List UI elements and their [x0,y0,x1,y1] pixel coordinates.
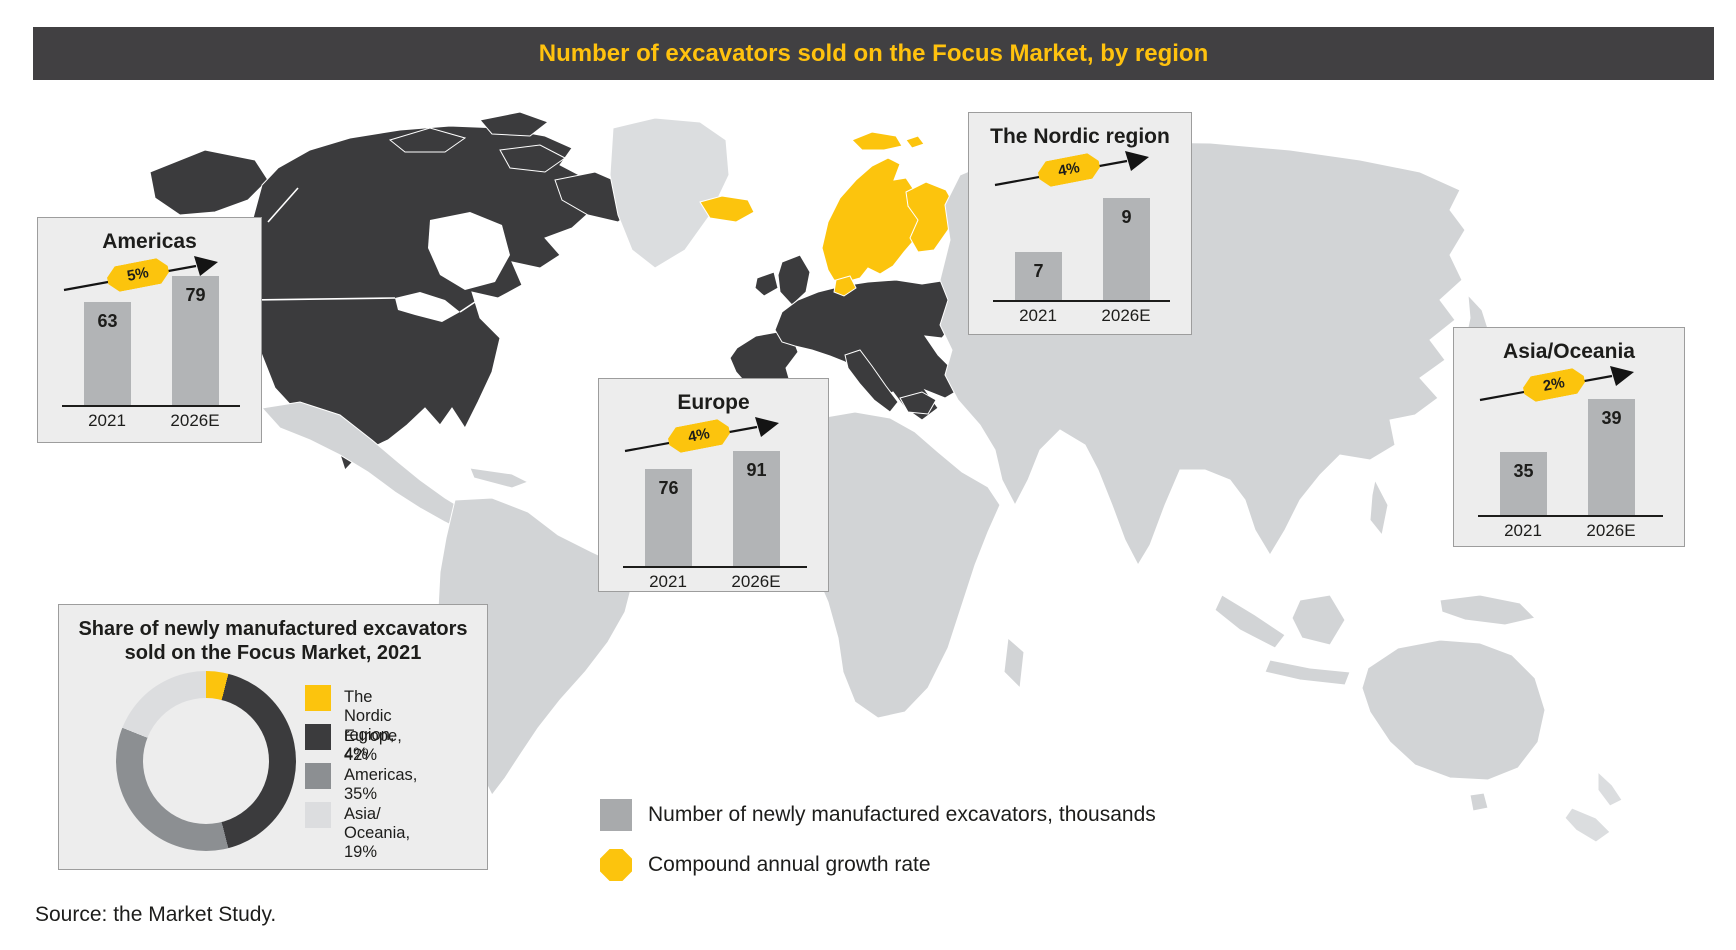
map-north-america [149,149,269,216]
bar-plot: 7 9 [969,113,1191,302]
axis-label-2026e: 2026E [170,411,220,430]
map-legend-label: Number of newly manufactured excavators,… [648,803,1156,826]
donut-title: Share of newly manufactured excavators s… [78,618,468,664]
bar-2021: 7 [1015,252,1062,302]
axis-label-2026e: 2026E [731,572,781,591]
map-new-zealand [1564,807,1611,843]
map-philippines [1369,478,1389,537]
bar-plot: 76 91 [599,379,828,568]
legend-item-americas: Americas, 35% [305,763,417,804]
axis-line [1478,515,1663,517]
map-greenland [609,117,730,269]
map-arctic-islands [499,144,566,173]
americas-swatch [305,763,331,789]
axis-label-2026e: 2026E [1586,521,1636,540]
map-new-guinea [1439,594,1536,626]
legend-label: Asia/ Oceania, 19% [344,805,411,862]
map-svalbard [905,135,925,149]
europe-chart-card: Europe 4% 76 91 2021 2026E [598,378,829,592]
bar-2026e: 39 [1588,399,1635,517]
bar-value: 35 [1513,461,1534,481]
map-tasmania [1469,792,1489,812]
legend-label: Europe, 42% [344,727,402,765]
bar-value: 9 [1121,207,1132,227]
axis-label-2026e: 2026E [1101,306,1151,325]
bar-2021: 63 [84,302,131,407]
bar-value: 39 [1601,408,1622,428]
axis-label-2021: 2021 [1019,306,1057,325]
bar-value: 76 [658,478,679,498]
yellow-octagon-icon [600,849,632,881]
source-note: Source: the Market Study. [35,903,277,926]
map-indonesia [1291,594,1346,646]
europe-swatch [305,724,331,750]
bar-2026e: 91 [733,451,780,568]
axis-label-2021: 2021 [649,572,687,591]
map-ireland [754,271,779,297]
bar-plot: 63 79 [38,218,261,407]
map-europe [899,391,937,415]
bar-value: 91 [746,460,767,480]
bar-plot: 35 39 [1454,328,1684,517]
map-indonesia [1214,594,1286,649]
map-legend-label: Compound annual growth rate [648,853,931,876]
bar-2026e: 79 [172,276,219,407]
donut-chart [116,671,296,851]
asia-oceania-swatch [305,802,331,828]
legend-item-asia-oceania: Asia/ Oceania, 19% [305,802,410,862]
bar-2026e: 9 [1103,198,1150,302]
axis-line [62,405,240,407]
bar-2021: 35 [1500,452,1547,517]
gray-square-icon [600,799,632,831]
map-svalbard [851,131,903,151]
chart-title: Europe [677,391,750,414]
map-uk [777,254,811,306]
map-europe [844,349,899,413]
axis-line [623,566,807,568]
map-new-zealand [1597,770,1623,807]
legend-label: The Nordic region, 4% [344,688,395,764]
asia-oceania-chart-card: Asia/Oceania 2% 35 39 2021 2026E [1453,327,1685,547]
americas-chart-card: Americas 5% 63 79 2021 2026E [37,217,262,443]
map-legend-item-cagr: Compound annual growth rate [600,849,931,881]
axis-label-2021: 2021 [88,411,126,430]
page-title: Number of excavators sold on the Focus M… [33,27,1714,80]
map-europe [729,331,799,393]
map-nordic [905,181,957,253]
bar-value: 63 [97,311,118,331]
nordic-swatch [305,685,331,711]
bar-value: 7 [1033,261,1044,281]
legend-item-nordic: The Nordic region, 4% [305,685,394,765]
map-arctic-islands [479,111,550,137]
chart-title: Americas [102,230,197,253]
map-caribbean [469,467,530,489]
nordic-chart-card: The Nordic region 4% 7 9 2021 2026E [968,112,1192,335]
legend-label: Americas, 35% [344,766,418,804]
axis-label-2021: 2021 [1504,521,1542,540]
map-iceland [699,195,755,223]
bar-2021: 76 [645,469,692,568]
map-nordic [833,275,857,297]
map-indonesia [1264,659,1351,686]
map-legend-item-bars: Number of newly manufactured excavators,… [600,799,1156,831]
map-nordic [821,157,925,283]
axis-line [993,300,1170,302]
share-donut-card: Share of newly manufactured excavators s… [58,604,488,870]
map-arctic-islands [388,127,467,153]
legend-item-europe: Europe, 42% [305,724,402,765]
bar-value: 79 [185,285,206,305]
map-australia [1361,639,1546,781]
chart-title: Asia/Oceania [1503,340,1635,363]
chart-title: The Nordic region [990,125,1170,148]
map-madagascar [1003,636,1025,690]
